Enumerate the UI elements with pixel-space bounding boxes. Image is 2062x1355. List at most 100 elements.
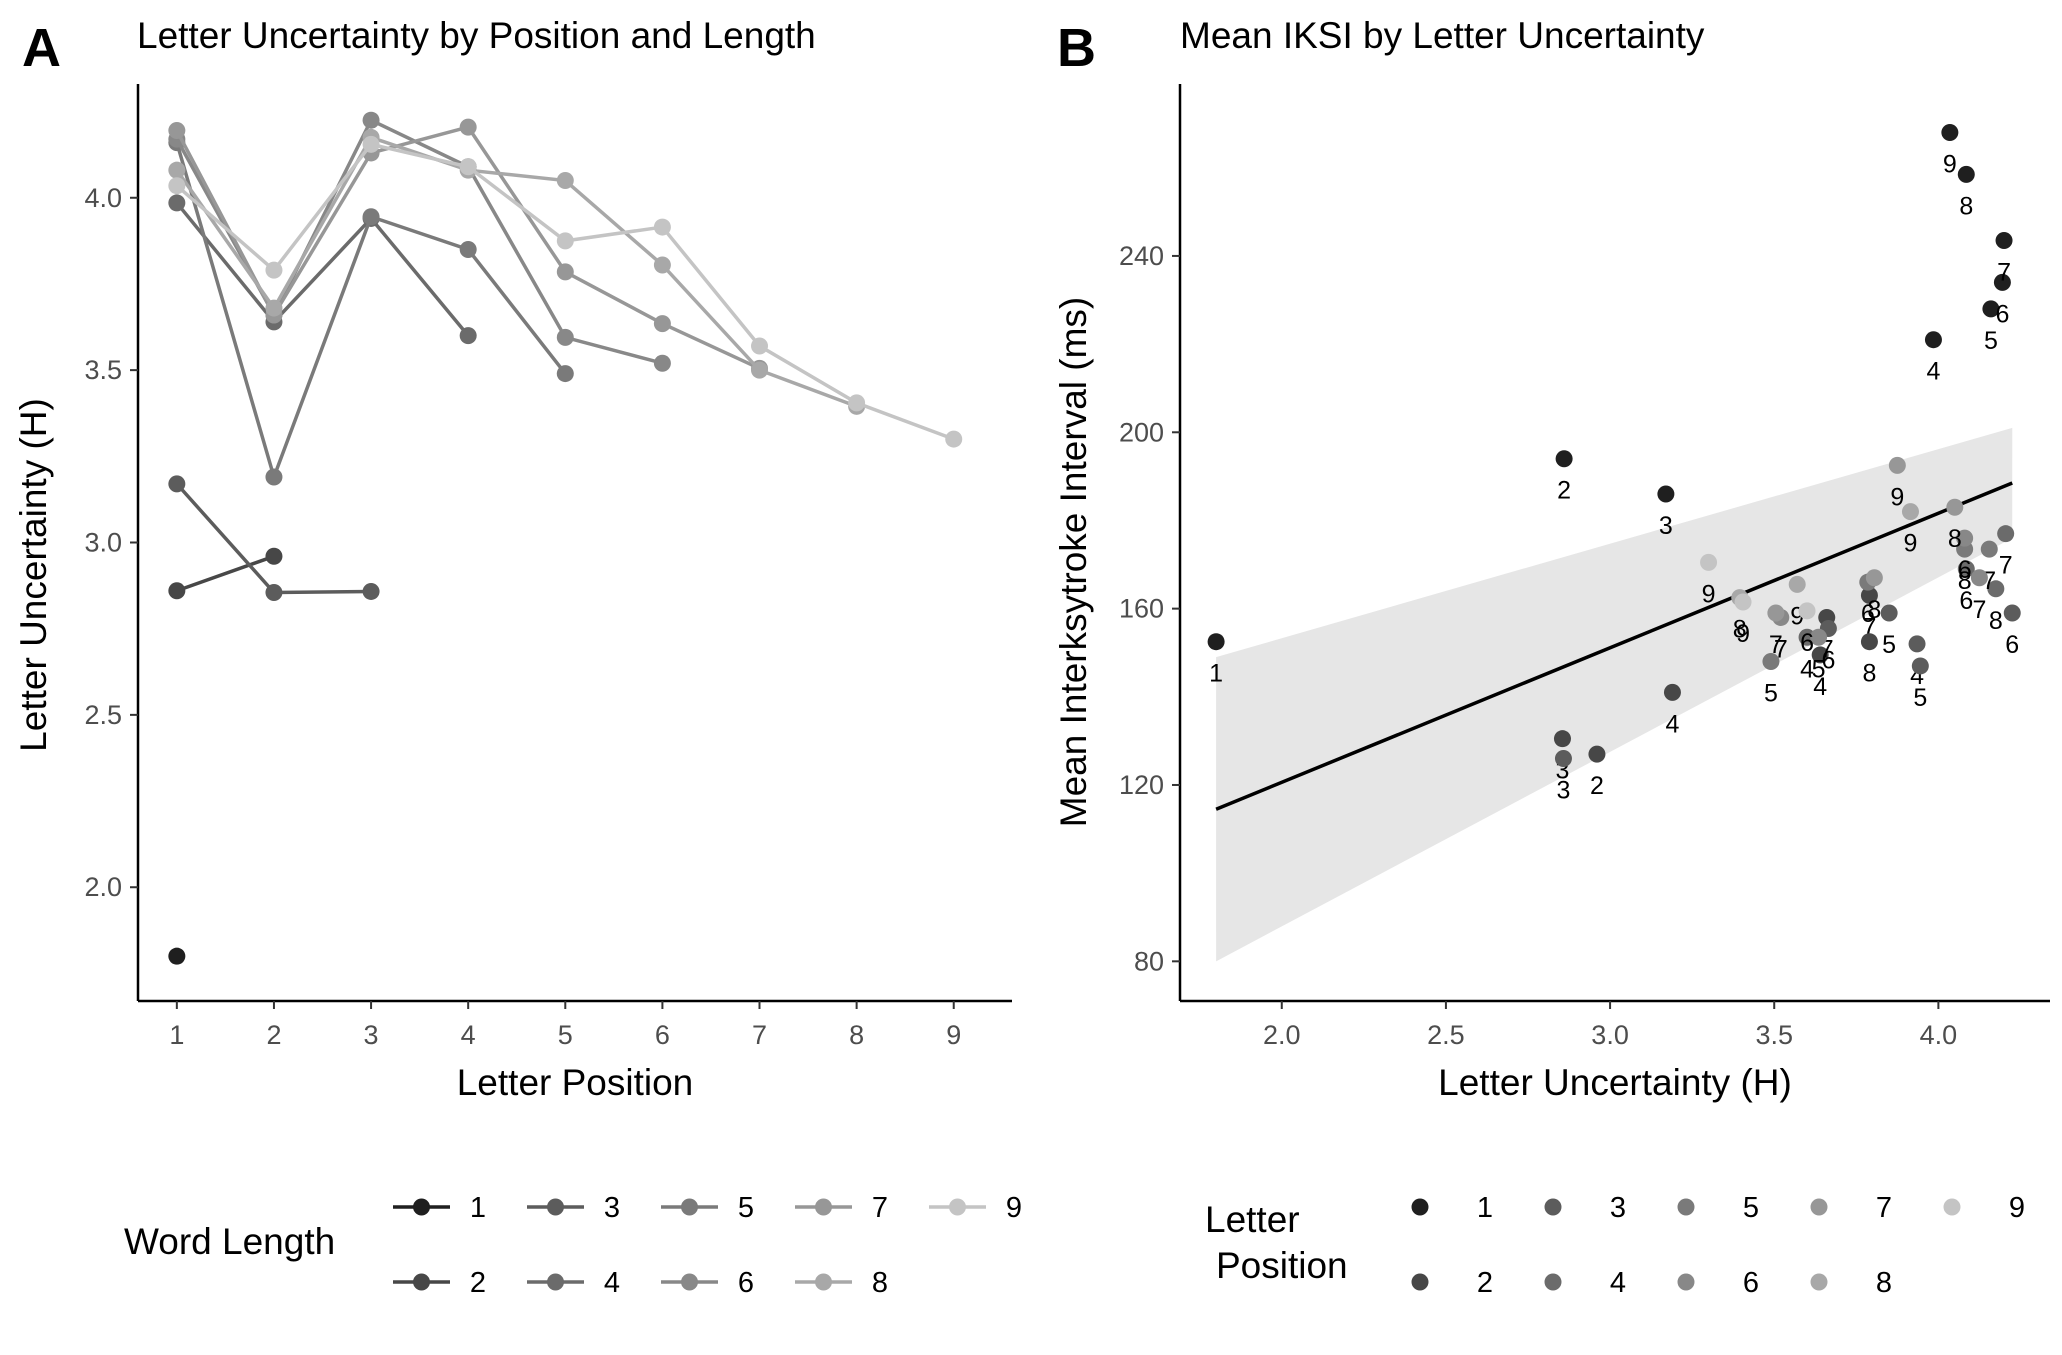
panel-b-point-group: 2 <box>1588 745 1606 800</box>
panel-a-y-tick-label: 4.0 <box>84 183 122 213</box>
panel-a-x-tick-label: 4 <box>461 1020 476 1050</box>
panel-b-letter: B <box>1057 18 1096 78</box>
panel-b-point-label: 7 <box>1774 635 1788 663</box>
panel-a-data-point <box>653 354 671 372</box>
panel-b-legend-entry-9: 9 <box>1943 1192 2025 1224</box>
panel-a-data-point <box>653 218 671 236</box>
panel-b-data-point <box>1663 683 1681 701</box>
panel-b-data-point <box>1993 273 2011 291</box>
panel-a-legend-marker <box>815 1198 832 1216</box>
panel-a-legend-marker <box>547 1273 564 1291</box>
panel-b-data-point <box>1860 586 1878 604</box>
panel-b-legend-entry-6: 6 <box>1677 1267 1759 1299</box>
panel-a-legend-entry-9: 9 <box>929 1192 1022 1224</box>
panel-b-point-group: 4 <box>1663 683 1681 738</box>
panel-a-legend-marker <box>815 1273 832 1291</box>
panel-b-data-point <box>1941 123 1959 141</box>
panel-b-data-point <box>1901 503 1919 521</box>
panel-a-xlabel: Letter Position <box>457 1062 694 1103</box>
panel-a-data-point <box>265 299 283 317</box>
panel-b-point-group: 4 <box>1811 646 1829 701</box>
panel-b-point-label: 6 <box>1995 300 2009 328</box>
panel-a-data-point <box>848 394 866 412</box>
panel-b-point-label: 6 <box>1821 646 1835 674</box>
panel-b-data-point <box>1946 498 1964 516</box>
panel-b-data-point <box>2003 604 2021 622</box>
panel-a-series-line <box>176 554 275 593</box>
panel-a-legend-marker <box>547 1198 564 1216</box>
panel-b-data-point <box>1957 560 1975 578</box>
panel-b-point-label: 4 <box>1800 655 1814 683</box>
panel-a-legend-entry-2: 2 <box>393 1267 486 1299</box>
panel-b-legend-entry-3: 3 <box>1544 1192 1626 1224</box>
panel-a-x-tick-label: 5 <box>558 1020 573 1050</box>
panel-b-title: Mean IKSI by Letter Uncertainty <box>1180 15 1705 56</box>
panel-b-point-group: 5 <box>1880 604 1898 659</box>
panel-b-legend-label: 2 <box>1477 1267 1493 1299</box>
panel-b-legend-entry-2: 2 <box>1411 1267 1493 1299</box>
panel-b-y-tick-label: 80 <box>1134 946 1164 976</box>
panel-b-point-label: 6 <box>1958 556 1972 584</box>
panel-b-point-group: 9 <box>1941 123 1959 178</box>
panel-b-legend-marker <box>1411 1273 1429 1291</box>
panel-b-data-point <box>1980 540 1998 558</box>
panel-b-regression-line <box>1215 481 2013 811</box>
panel-a-data-point <box>556 263 574 281</box>
panel-a-series-5 <box>168 134 574 486</box>
panel-a-y-tick-label: 3.0 <box>84 528 122 558</box>
panel-a-series-line <box>175 482 372 595</box>
panel-a-data-point <box>459 118 477 136</box>
panel-b-data-point <box>1798 602 1816 620</box>
panel-b-point-group: 7 <box>1970 569 1988 624</box>
panel-b-y-tick-label: 200 <box>1119 417 1164 447</box>
panel-b-legend-label: 1 <box>1477 1192 1493 1224</box>
panel-b-point-group: 4 <box>1924 331 1942 386</box>
panel-b-data-point <box>1762 653 1780 671</box>
panel-a-x-tick-label: 9 <box>946 1020 961 1050</box>
panel-b-data-point <box>1880 604 1898 622</box>
panel-b-point-label: 5 <box>1812 655 1826 683</box>
panel-b-point-label: 5 <box>1882 631 1896 659</box>
panel-a-x-tick-label: 8 <box>849 1020 864 1050</box>
panel-a-data-point <box>168 582 186 600</box>
panel-b-data-point <box>1924 331 1942 349</box>
panel-b-point-group: 8 <box>1987 580 2005 635</box>
panel-a-data-point <box>265 583 283 601</box>
panel-a-series-line <box>175 201 470 337</box>
panel-a-legend-marker <box>681 1198 698 1216</box>
panel-a-legend-label: 9 <box>1006 1192 1022 1224</box>
panel-a-data-point <box>556 365 574 383</box>
panel-a-legend-label: 4 <box>604 1267 620 1299</box>
panel-a-data-point <box>362 208 380 226</box>
panel-b-point-group: 6 <box>1993 273 2011 328</box>
panel-a-y-tick-label: 2.0 <box>84 872 122 902</box>
panel-b-x-tick-label: 3.5 <box>1755 1020 1793 1050</box>
panel-b-point-group: 9 <box>1788 575 1806 630</box>
panel-a-data-point <box>362 582 380 600</box>
panel-b-legend-marker <box>1544 1198 1562 1216</box>
panel-a-legend-entry-7: 7 <box>795 1192 888 1224</box>
panel-b-point-label: 9 <box>1890 483 1904 511</box>
panel-b-point-label: 8 <box>1989 607 2003 635</box>
panel-b-legend-marker <box>1677 1273 1695 1291</box>
panel-b-data-point <box>1700 553 1718 571</box>
panel-b-point-label: 8 <box>1958 567 1972 595</box>
panel-b-data-point <box>1995 232 2013 250</box>
panel-a-series-line <box>175 142 567 483</box>
panel-b-point-label: 1 <box>1209 660 1223 688</box>
panel-b-point-label: 6 <box>1800 629 1814 657</box>
panel-a-series-2 <box>168 547 283 600</box>
panel-a-data-point <box>168 122 186 140</box>
panel-a-y-tick-label: 2.5 <box>84 700 122 730</box>
panel-b-point-group: 5 <box>1810 628 1828 683</box>
panel-a-data-point <box>362 135 380 153</box>
panel-a-y-tick-label: 3.5 <box>84 355 122 385</box>
panel-a-x-tick-label: 6 <box>655 1020 670 1050</box>
panel-b-point-label: 8 <box>1733 616 1747 644</box>
panel-a-data-point <box>556 328 574 346</box>
panel-b-legend-entry-4: 4 <box>1544 1267 1626 1299</box>
panel-b-legend-marker <box>1810 1273 1828 1291</box>
panel-b-x-tick-label: 2.5 <box>1427 1020 1465 1050</box>
